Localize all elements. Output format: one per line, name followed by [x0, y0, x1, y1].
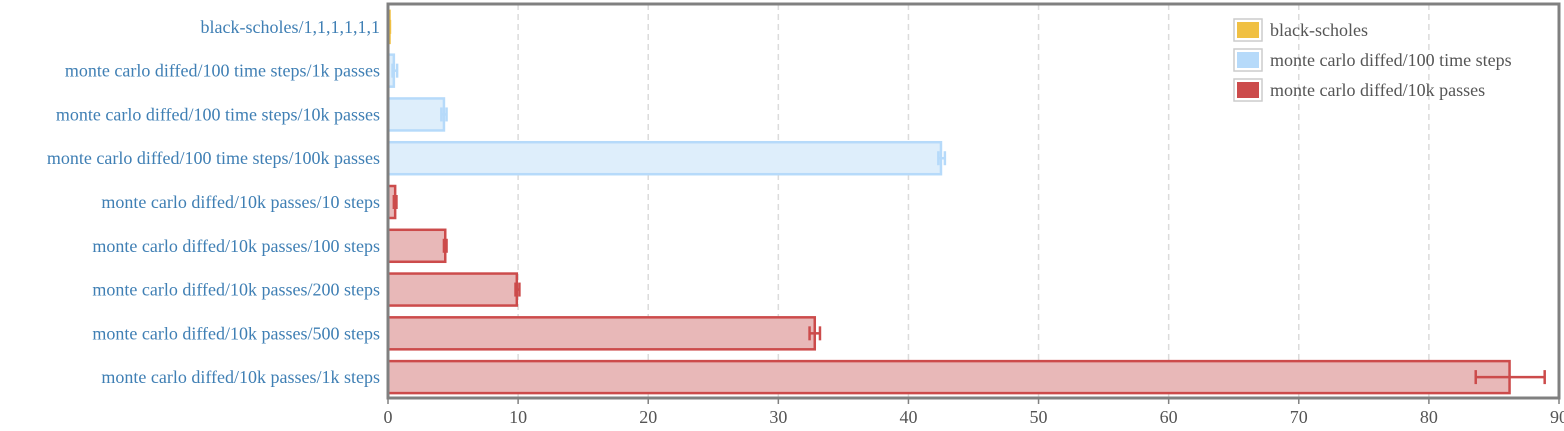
x-tick-label: 10: [509, 407, 527, 427]
legend-swatch: [1237, 82, 1259, 98]
bar: [386, 316, 817, 351]
legend-swatch: [1237, 52, 1259, 68]
bar: [386, 140, 943, 176]
legend-label: monte carlo diffed/10k passes: [1270, 80, 1485, 100]
x-tick-label: 0: [384, 407, 393, 427]
legend-label: monte carlo diffed/100 time steps: [1270, 50, 1512, 70]
x-axis-ticks: 0 10 20 30 40 50 60 70 80 90: [384, 398, 1564, 427]
category-label: monte carlo diffed/100 time steps/100k p…: [47, 148, 380, 168]
category-label: monte carlo diffed/100 time steps/10k pa…: [56, 104, 380, 124]
category-label: monte carlo diffed/100 time steps/1k pas…: [65, 61, 380, 81]
x-tick-label: 60: [1160, 407, 1178, 427]
legend: black-scholes monte carlo diffed/100 time…: [1233, 18, 1512, 102]
category-label: monte carlo diffed/10k passes/100 steps: [92, 236, 380, 256]
legend-label: black-scholes: [1270, 20, 1368, 40]
category-label: black-scholes/1,1,1,1,1,1: [201, 17, 380, 37]
grid-lines: [517, 4, 1430, 398]
x-tick-label: 70: [1290, 407, 1308, 427]
x-tick-label: 20: [639, 407, 657, 427]
bar: [386, 228, 447, 264]
bar: [386, 272, 519, 307]
bar: [386, 97, 446, 132]
plot-frame: [386, 2, 1561, 400]
x-tick-label: 50: [1030, 407, 1048, 427]
x-tick-label: 80: [1420, 407, 1438, 427]
bar: [386, 359, 1511, 395]
x-tick-label: 40: [899, 407, 917, 427]
category-label: monte carlo diffed/10k passes/1k steps: [101, 367, 380, 387]
legend-swatch: [1237, 22, 1259, 38]
category-label: monte carlo diffed/10k passes/10 steps: [101, 192, 380, 212]
category-label: monte carlo diffed/10k passes/200 steps: [92, 280, 380, 300]
x-tick-label: 90: [1550, 407, 1564, 427]
error-bars: [386, 19, 1546, 385]
category-labels: black-scholes/1,1,1,1,1,1 monte carlo dif…: [47, 17, 380, 387]
x-tick-label: 30: [769, 407, 787, 427]
category-label: monte carlo diffed/10k passes/500 steps: [92, 323, 380, 343]
